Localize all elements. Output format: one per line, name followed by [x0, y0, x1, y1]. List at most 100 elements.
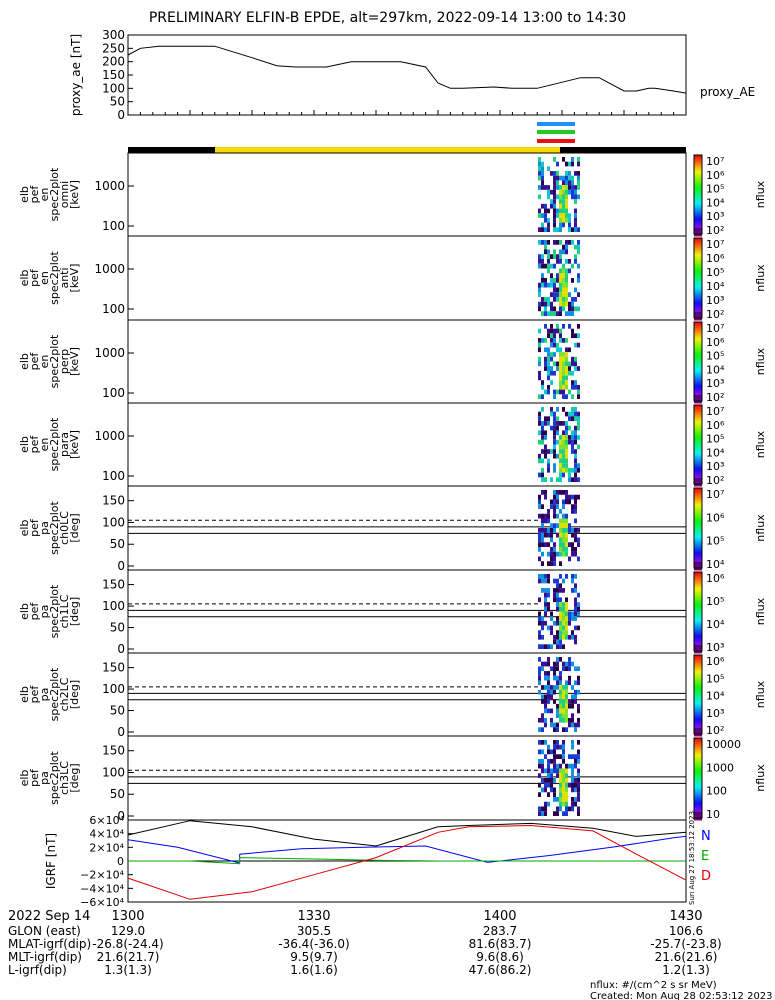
- spectrogram-cell: [556, 578, 559, 584]
- spectrogram-cell: [544, 542, 547, 547]
- spectrogram-cell: [574, 306, 577, 312]
- spectrogram-cell: [544, 311, 547, 316]
- colorbar-swatch: [694, 336, 702, 339]
- colorbar-swatch: [694, 614, 702, 618]
- spectrogram-cell: [550, 407, 553, 412]
- colorbar-swatch: [694, 744, 702, 747]
- spectrogram-frame: [127, 485, 687, 571]
- spectrogram-cell: [547, 513, 550, 519]
- colorbar-swatch: [694, 407, 702, 410]
- colorbar-swatch: [694, 522, 702, 526]
- spectrogram-cell: [562, 157, 565, 162]
- spectrogram-cell: [547, 671, 550, 676]
- spectrogram-cell: [571, 157, 574, 162]
- spectrogram-ylabel: [keV]: [68, 180, 81, 209]
- spectrogram-cell: [568, 311, 571, 316]
- spectrogram-cell: [538, 370, 541, 376]
- spectrogram-cell: [553, 194, 556, 200]
- colorbar-swatch: [694, 177, 702, 180]
- colorbar-swatch: [694, 553, 702, 557]
- spectrogram-cell: [565, 384, 568, 390]
- colorbar-swatch: [694, 350, 702, 353]
- spectrogram-cell: [565, 458, 568, 464]
- spectrogram-cell: [574, 222, 577, 228]
- colorbar-swatch: [694, 661, 702, 664]
- spectrogram-cell: [559, 625, 562, 631]
- spectrogram-ytick-label: 1000: [94, 429, 125, 443]
- spectrogram-cell: [574, 639, 577, 645]
- spectrogram-cell: [565, 528, 568, 533]
- spectrogram-cell: [565, 282, 568, 288]
- spectrogram-cell: [571, 797, 574, 802]
- spectrogram-ylabel: en: [38, 438, 51, 452]
- spectrogram-data: [538, 240, 580, 316]
- spectrogram-cell: [562, 435, 565, 440]
- spectrogram-cell: [562, 213, 565, 218]
- spectrogram-cell: [565, 630, 568, 635]
- spectrogram-cell: [565, 597, 568, 603]
- spectrogram-cell: [577, 740, 580, 745]
- spectrogram-cell: [559, 644, 562, 649]
- colorbar-swatch: [694, 638, 702, 642]
- colorbar-swatch: [694, 651, 702, 654]
- colorbar-swatch: [694, 576, 702, 579]
- spectrogram-cell: [538, 439, 541, 445]
- spectrogram-cell: [565, 792, 568, 797]
- spectrogram-cell: [556, 644, 559, 649]
- spectrogram-cell: [547, 389, 550, 395]
- colorbar-swatch: [694, 276, 702, 280]
- spectrogram-cell: [544, 389, 547, 395]
- spectrogram-cell: [565, 361, 568, 367]
- colorbar-swatch: [694, 742, 702, 745]
- spectrogram-cell: [559, 561, 562, 566]
- colorbar-swatch: [694, 260, 702, 264]
- spectrogram-cell: [556, 490, 559, 495]
- spectrogram-cell: [562, 463, 565, 468]
- spectrogram-cell: [550, 528, 553, 533]
- spectrogram-cell: [556, 287, 559, 293]
- spectrogram-cell: [577, 611, 580, 617]
- spectrogram-cell: [562, 449, 565, 454]
- spectrogram-cell: [574, 532, 577, 538]
- spectrogram-cell: [571, 661, 574, 667]
- spectrogram-cell: [568, 189, 571, 195]
- spectrogram-cell: [547, 356, 550, 362]
- spectrogram-cell: [538, 494, 541, 500]
- colorbar-swatch: [694, 459, 702, 463]
- spectrogram-frame: [127, 569, 687, 654]
- spectrogram-cell: [553, 439, 556, 445]
- colorbar-tick-label: 10⁵: [706, 595, 724, 608]
- colorbar-label: nflux: [754, 597, 767, 625]
- spectrogram-cell: [553, 504, 556, 509]
- spectrogram-cell: [544, 606, 547, 612]
- spectrogram-cell: [577, 306, 580, 312]
- spectrogram-cell: [541, 282, 544, 288]
- spectrogram-cell: [574, 439, 577, 445]
- spectrogram-cell: [550, 551, 553, 557]
- spectrogram-cell: [571, 574, 574, 579]
- colorbar-swatch: [694, 295, 702, 298]
- pa-ytick-label: 0: [117, 809, 125, 823]
- spectrogram-cell: [541, 532, 544, 538]
- colorbar-swatch: [694, 504, 702, 507]
- colorbar-swatch: [694, 229, 702, 233]
- spectrogram-cell: [544, 338, 547, 343]
- spectrogram-cell: [565, 574, 568, 579]
- spectrogram-cell: [550, 380, 553, 385]
- colorbar-swatch: [694, 772, 702, 776]
- spectrogram-cell: [565, 768, 568, 774]
- spectrogram-cell: [538, 666, 541, 672]
- spectrogram-cell: [559, 384, 562, 390]
- spectrogram-cell: [568, 722, 571, 728]
- spectrogram-cell: [571, 407, 574, 412]
- spectrogram-cell: [571, 227, 574, 232]
- spectrogram-ylabel: ch0LC: [58, 511, 71, 545]
- spectrogram-cell: [544, 240, 547, 245]
- spectrogram-cell: [538, 421, 541, 426]
- spectrogram-cell: [568, 222, 571, 228]
- spectrogram-cell: [562, 249, 565, 255]
- spectrogram-cell: [550, 768, 553, 774]
- colorbar-swatch: [694, 508, 702, 512]
- colorbar-swatch: [694, 225, 702, 229]
- colorbar-swatch: [694, 514, 702, 518]
